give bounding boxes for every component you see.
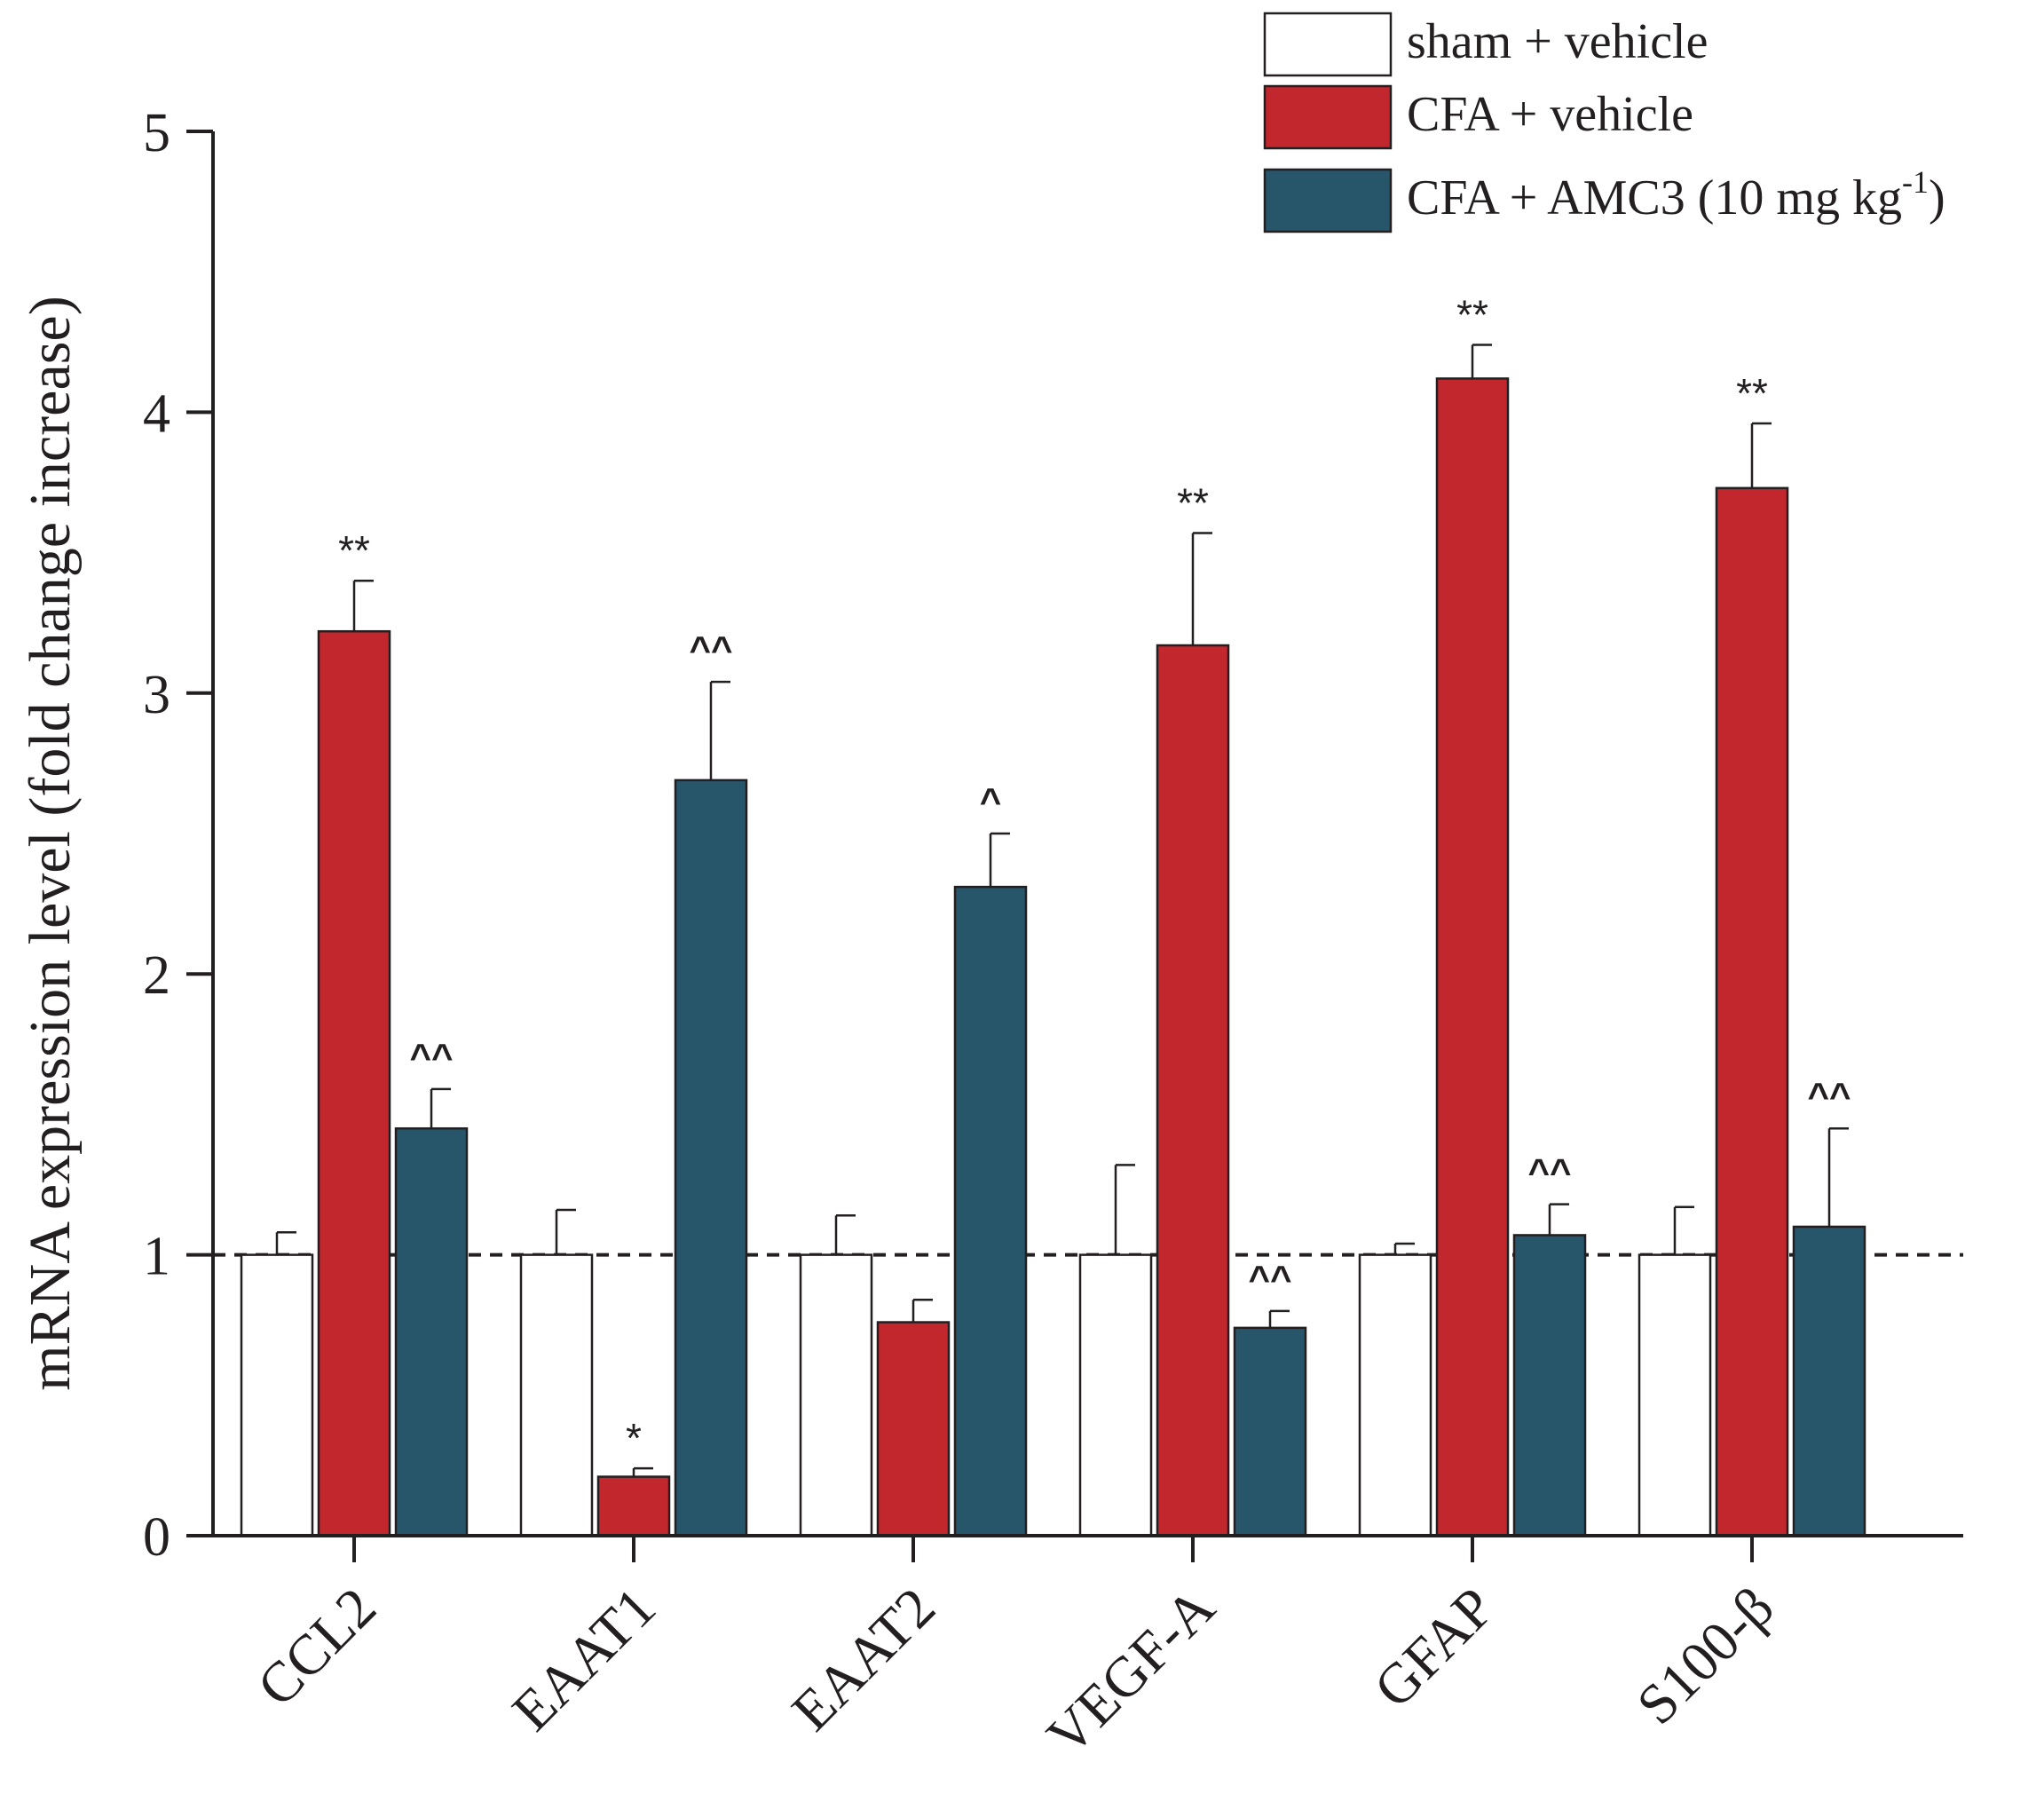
y-axis-label: mRNA expression level (fold change incre… <box>18 296 83 1390</box>
x-tick-label-s100-: S100-β <box>1625 1576 1786 1736</box>
x-tick-label-ccl2: CCL2 <box>245 1576 388 1719</box>
bar-eaat1-series-2 <box>596 1475 671 1537</box>
bar-eaat2-series-3 <box>953 885 1028 1537</box>
bar-gfap-series-1 <box>1358 1253 1432 1537</box>
bar-eaat2-series-1 <box>799 1253 873 1537</box>
bar-eaat2-series-2 <box>876 1321 951 1537</box>
bar-s100--series-1 <box>1638 1253 1712 1537</box>
legend-label-3: CFA + AMC3 (10 mg kg-1) <box>1407 164 1945 225</box>
annotation-eaat1-series-2: * <box>626 1415 642 1461</box>
bars-group <box>240 377 1866 1537</box>
annotation-s100--series-2: ** <box>1736 370 1768 416</box>
bar-gfap-series-3 <box>1512 1234 1587 1537</box>
x-tick-label-vegf-a: VEGF-A <box>1035 1576 1227 1767</box>
legend-label-2: CFA + vehicle <box>1407 87 1693 142</box>
y-tick-labels: 0 1 2 3 4 5 <box>143 103 170 1568</box>
annotation-gfap-series-2: ** <box>1456 291 1488 337</box>
y-tick-label-4: 4 <box>143 383 170 444</box>
legend-label-1: sham + vehicle <box>1407 14 1708 69</box>
x-tick-label-eaat1: EAAT1 <box>500 1576 667 1743</box>
error-bars-group <box>275 344 1849 1477</box>
bar-ccl2-series-1 <box>240 1253 314 1537</box>
bar-vegf-a-series-2 <box>1156 644 1230 1537</box>
bar-eaat1-series-1 <box>519 1253 594 1537</box>
bar-s100--series-2 <box>1715 486 1789 1537</box>
bar-vegf-a-series-1 <box>1078 1253 1153 1537</box>
significance-annotations: **^^*^^^**^^**^^**^^ <box>338 291 1851 1461</box>
annotation-ccl2-series-3: ^^ <box>409 1036 453 1078</box>
bar-ccl2-series-2 <box>317 629 391 1537</box>
annotation-eaat2-series-3: ^ <box>980 780 1002 822</box>
annotation-s100--series-3: ^^ <box>1807 1075 1851 1117</box>
legend-swatch-1 <box>1263 12 1393 77</box>
y-tick-label-0: 0 <box>143 1507 170 1568</box>
legend-swatch-3 <box>1263 168 1393 233</box>
bar-s100--series-3 <box>1792 1225 1866 1537</box>
annotation-ccl2-series-2: ** <box>338 527 370 573</box>
bar-gfap-series-2 <box>1435 377 1510 1537</box>
annotation-vegf-a-series-2: ** <box>1177 479 1209 526</box>
y-tick-label-2: 2 <box>143 945 170 1006</box>
annotation-eaat1-series-3: ^^ <box>689 628 732 670</box>
annotation-vegf-a-series-3: ^^ <box>1248 1258 1291 1300</box>
legend-label-3-superscript: -1 <box>1902 164 1929 200</box>
x-tick-label-gfap: GFAP <box>1361 1576 1506 1720</box>
y-tick-label-1: 1 <box>143 1227 170 1287</box>
annotation-gfap-series-3: ^^ <box>1527 1151 1571 1193</box>
bar-eaat1-series-3 <box>674 778 748 1537</box>
legend: sham + vehicle CFA + vehicle CFA + AMC3 (1… <box>1263 12 1945 233</box>
legend-swatch-2 <box>1263 84 1393 150</box>
y-tick-label-5: 5 <box>143 103 170 163</box>
x-tick-labels: CCL2 EAAT1 EAAT2 VEGF-A GFAP S100-β <box>245 1576 1786 1767</box>
bar-ccl2-series-3 <box>394 1126 469 1537</box>
y-tick-label-3: 3 <box>143 665 170 725</box>
bar-vegf-a-series-3 <box>1233 1326 1307 1537</box>
legend-label-3-suffix: ) <box>1929 170 1945 225</box>
axes-group <box>186 130 1963 1562</box>
x-tick-label-eaat2: EAAT2 <box>779 1576 946 1743</box>
